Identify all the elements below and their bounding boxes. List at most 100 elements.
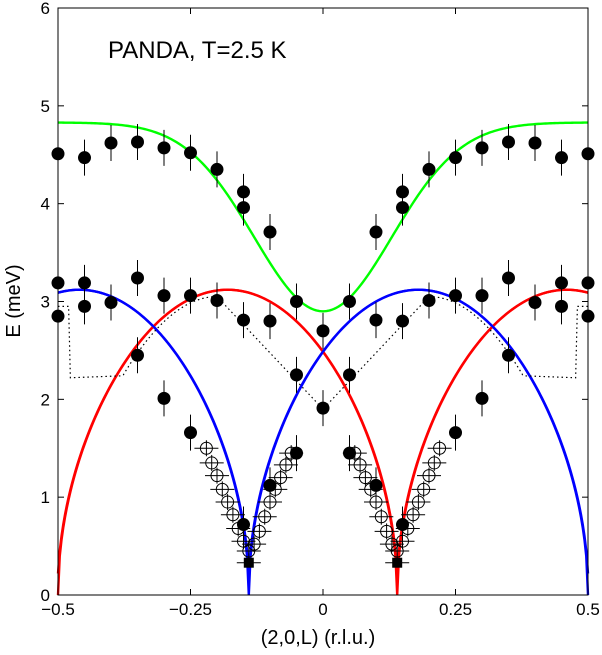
- series-2-point-6: [220, 506, 245, 523]
- y-tick-label-2: 1: [41, 488, 50, 507]
- series-1-point-14-marker: [422, 162, 436, 176]
- series-2-point-25: [379, 536, 404, 553]
- series-1-point-9-marker: [237, 201, 250, 215]
- series-1-point-26-marker: [210, 294, 224, 308]
- series-1-point-9: [237, 189, 250, 226]
- series-1-point-41-marker: [104, 295, 118, 309]
- series-1-point-13: [396, 173, 409, 210]
- series-1-point-13-marker: [396, 185, 409, 199]
- series-1-point-23-marker: [131, 271, 144, 285]
- series-1-point-18: [528, 125, 542, 162]
- series-2-point-1: [194, 440, 219, 457]
- chart-marks: [51, 121, 595, 596]
- series-2-point-12: [252, 508, 277, 525]
- series-1-point-31: [369, 302, 383, 339]
- series-3-point-1-marker: [243, 557, 254, 568]
- series-1-point-17: [502, 124, 515, 161]
- y-axis-label: E (meV): [3, 264, 25, 337]
- curve-6: [58, 296, 588, 410]
- series-2-point-4: [210, 481, 235, 498]
- series-1-point-59-marker: [369, 478, 383, 492]
- series-1-point-46: [316, 312, 330, 349]
- series-1-point-42-marker: [131, 348, 144, 362]
- series-2-point-27-marker: [396, 534, 409, 548]
- series-1-point-6: [184, 134, 197, 171]
- series-2-point-1-marker: [199, 441, 213, 455]
- series-1-point-28-marker: [263, 314, 277, 328]
- series-2-point-32-marker: [422, 469, 436, 483]
- series-2-point-14-marker: [268, 482, 282, 496]
- x-axis-label: (2,0,L) (r.l.u.): [261, 627, 375, 649]
- series-2-point-34: [427, 440, 452, 457]
- series-1-point-29-marker: [290, 295, 303, 308]
- series-2-point-3: [205, 467, 229, 484]
- series-1-point-34: [449, 277, 462, 314]
- series-2-point-10-marker: [247, 537, 261, 551]
- x-tick-label-3: 0: [318, 600, 327, 619]
- series-1-point-28: [263, 303, 277, 340]
- chart-axes: −0.5 −0.25 0 0.25 0.5 0 1 2 3 4 5 6: [41, 0, 600, 619]
- series-1-point-5-marker: [157, 141, 171, 155]
- series-1-point-31-marker: [369, 313, 383, 327]
- series-1-point-16-marker: [475, 141, 489, 155]
- series-1-point-32-marker: [396, 314, 409, 328]
- series-2-point-21: [358, 481, 383, 498]
- series-2-point-34-marker: [433, 441, 447, 455]
- series-2-point-29-marker: [406, 508, 420, 522]
- x-tick-label-1: −0.5: [41, 600, 75, 619]
- series-2-point-28: [395, 520, 420, 537]
- chart-annotation: PANDA, T=2.5 K: [108, 37, 287, 64]
- series-1-point-3-marker: [104, 136, 118, 150]
- series-2-point-11-marker: [252, 524, 266, 538]
- series-1-point-40: [78, 288, 91, 325]
- series-1-point-48-marker: [449, 426, 462, 440]
- series-2-point-31-marker: [417, 482, 431, 496]
- y-tick-label-3: 2: [41, 390, 50, 409]
- series-2-point-17: [279, 445, 304, 462]
- plot-frame: [57, 7, 589, 596]
- y-tick-label-7: 6: [41, 0, 50, 18]
- series-2-point-29: [401, 506, 426, 523]
- series-2-point-27: [390, 533, 415, 550]
- series-1-point-16: [475, 129, 489, 166]
- series-2-point-9: [236, 542, 261, 559]
- series-1-point-4-marker: [131, 135, 144, 149]
- series-1-point-40-marker: [78, 299, 91, 313]
- series-1-point-51-marker: [528, 295, 542, 309]
- series-2-point-2-marker: [205, 456, 219, 470]
- series-1-point-51: [528, 284, 542, 321]
- series-1-point-43: [157, 380, 171, 417]
- series-2-point-24-marker: [380, 524, 394, 538]
- y-tick-label-5: 4: [41, 195, 50, 214]
- series-1-point-7: [210, 151, 224, 188]
- series-1-point-24: [157, 277, 171, 314]
- series-1-point-6-marker: [184, 146, 197, 160]
- series-2-point-7-marker: [231, 521, 245, 535]
- series-2-point-26-marker: [390, 544, 404, 558]
- series-3-point-2-marker: [392, 557, 403, 568]
- series-2-point-2: [199, 454, 224, 471]
- series-1-point-7-marker: [210, 162, 224, 176]
- series-1-point-25: [184, 277, 197, 314]
- x-tick-label-5: 0.5: [576, 600, 600, 619]
- series-1-point-19-marker: [555, 151, 568, 165]
- series-1-point-30-marker: [343, 295, 356, 308]
- series-2-point-18: [342, 445, 367, 462]
- series-2-point-5: [215, 494, 240, 511]
- series-2-point-21-marker: [364, 482, 378, 496]
- series-1-point-44: [184, 414, 197, 451]
- series-1-point-43-marker: [157, 391, 171, 405]
- series-2-point-17-marker: [284, 446, 298, 460]
- series-1-point-41: [104, 284, 118, 321]
- series-2-point-30: [406, 494, 431, 511]
- series-1-point-17-marker: [502, 135, 515, 149]
- series-2-point-23-marker: [374, 510, 388, 524]
- series-2-point-24: [374, 523, 399, 540]
- series-3-point-2: [385, 557, 410, 568]
- series-2-point-19: [348, 456, 373, 473]
- series-1-point-15-marker: [449, 151, 462, 165]
- series-2-point-20-marker: [358, 471, 372, 485]
- series-1-point-18-marker: [528, 136, 542, 150]
- series-1-point-35-marker: [475, 289, 489, 303]
